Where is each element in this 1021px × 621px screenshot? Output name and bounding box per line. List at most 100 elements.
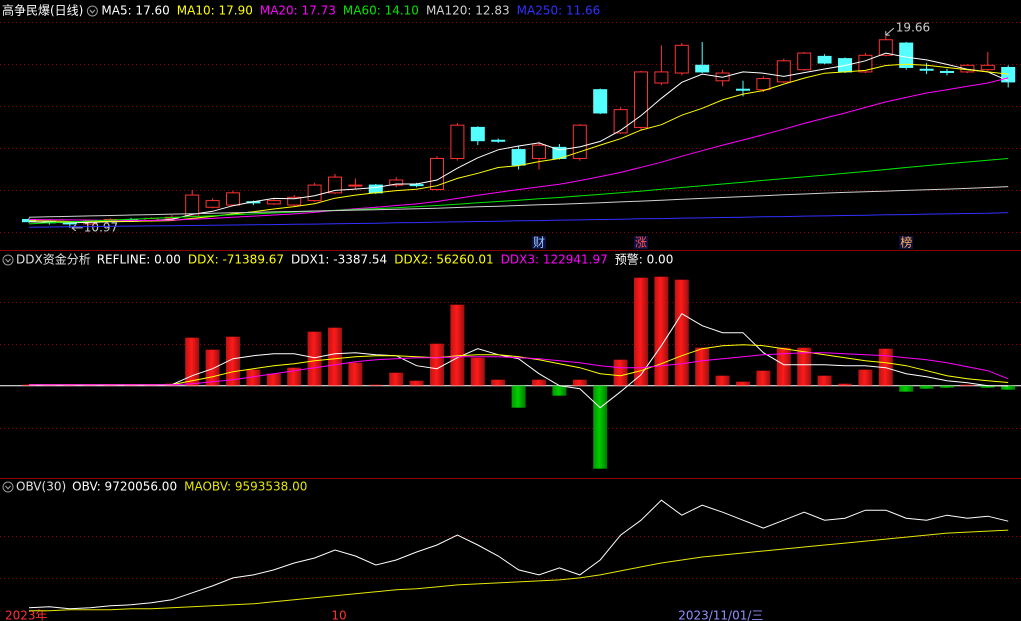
panel-icon xyxy=(86,5,98,17)
ddx-bar xyxy=(409,380,424,386)
candle-body xyxy=(287,196,302,206)
ddx-bar xyxy=(532,379,546,386)
candle-body xyxy=(470,126,485,142)
ddx-bar xyxy=(287,367,302,386)
candle-body xyxy=(511,149,526,166)
ddx-bar xyxy=(328,327,342,386)
candle-body xyxy=(185,194,200,217)
event-badge xyxy=(532,236,546,249)
x-tick-label: 2023/11/01/三 xyxy=(678,609,763,621)
panel-icon-arrow xyxy=(5,258,11,263)
series-line xyxy=(29,313,1009,409)
legend-entry: MAOBV: 9593538.00 xyxy=(184,480,307,494)
candle-body xyxy=(205,200,220,208)
ddx-bar xyxy=(205,349,220,386)
legend-entry: MA120: 12.83 xyxy=(426,4,510,18)
series-line xyxy=(28,77,1009,221)
legend-entry: 预警: 0.00 xyxy=(615,252,674,267)
ddx-bar xyxy=(980,385,995,388)
ddx-bar xyxy=(307,331,322,386)
ddx-bar xyxy=(817,375,832,386)
ddx-bar xyxy=(960,384,975,386)
ddx-bar xyxy=(470,357,485,386)
chart-title: 高争民爆(日线) xyxy=(2,3,83,18)
x-tick-label: 10 xyxy=(331,609,346,621)
candle-body xyxy=(654,71,669,84)
candle-body xyxy=(409,184,424,187)
ddx-bar xyxy=(919,385,934,389)
legend-entry: DDX3: 122941.97 xyxy=(501,253,608,267)
series-line xyxy=(29,529,1009,612)
ddx-bar xyxy=(593,385,608,469)
chart-title: OBV(30) xyxy=(16,480,66,494)
chart-title: DDX资金分析 xyxy=(16,252,91,267)
candle-body xyxy=(919,68,934,71)
ddx-bar xyxy=(695,347,710,386)
candle-body xyxy=(797,52,812,71)
ddx-bar xyxy=(736,381,750,386)
candle-body xyxy=(634,71,648,128)
candle-body xyxy=(593,89,608,114)
candle-body xyxy=(756,78,771,91)
legend-entry: DDX1: -3387.54 xyxy=(291,253,387,267)
ddx-bar xyxy=(756,370,771,386)
panel-icon xyxy=(2,481,14,493)
series-line xyxy=(29,344,1009,386)
ddx-bar xyxy=(348,362,363,386)
ddx-bar xyxy=(368,384,383,386)
candle-body xyxy=(695,64,710,73)
legend-entry: OBV: 9720056.00 xyxy=(72,480,177,494)
ddx-bar xyxy=(1001,385,1016,390)
legend-entry: MA5: 17.60 xyxy=(101,4,169,18)
legend-entry: MA250: 11.66 xyxy=(517,4,601,18)
ddx-bar xyxy=(634,277,648,386)
ddx-bar xyxy=(266,373,281,386)
ddx-bar xyxy=(389,372,404,386)
series-line xyxy=(28,212,1009,228)
event-label: 涨 xyxy=(635,235,647,250)
candle-body xyxy=(572,124,587,159)
candle-body xyxy=(328,176,342,194)
series-line xyxy=(28,499,1009,610)
candle-body xyxy=(266,200,281,205)
ddx-bar xyxy=(62,385,77,386)
ddx-bar xyxy=(185,337,200,386)
series-line xyxy=(28,186,1009,218)
ddx-bar xyxy=(613,359,628,386)
candle-body xyxy=(899,42,914,68)
candle-body xyxy=(736,88,750,91)
event-badge xyxy=(634,236,648,249)
ddx-bar xyxy=(450,304,465,386)
candle-body xyxy=(307,184,322,202)
candle-body xyxy=(878,39,893,56)
event-label: 榜 xyxy=(900,235,912,250)
candle-body xyxy=(776,60,791,83)
panel-icon xyxy=(2,254,14,266)
event-badge xyxy=(899,236,914,249)
legend-entry: MA10: 17.90 xyxy=(177,4,253,18)
high-annotation: 19.66 xyxy=(896,21,930,35)
ddx-bar xyxy=(42,385,57,386)
ddx-bar xyxy=(491,379,506,386)
ddx-bar xyxy=(246,369,261,386)
ddx-bar xyxy=(940,385,954,388)
low-annotation: 10.97 xyxy=(84,220,118,234)
ddx-bar xyxy=(776,347,791,386)
x-tick-label: 2023年 xyxy=(5,609,48,621)
ddx-bar xyxy=(878,348,893,386)
candle-body xyxy=(532,144,546,159)
panel-icon-arrow xyxy=(5,485,11,490)
ddx-bar xyxy=(572,379,587,386)
candle-body xyxy=(450,124,465,159)
candle-body xyxy=(389,179,404,186)
ddx-bar xyxy=(858,369,873,386)
candle-body xyxy=(674,44,689,74)
candle-body xyxy=(613,109,628,134)
series-line xyxy=(28,52,1009,224)
candle-body xyxy=(491,139,506,142)
candle-body xyxy=(1001,66,1016,83)
